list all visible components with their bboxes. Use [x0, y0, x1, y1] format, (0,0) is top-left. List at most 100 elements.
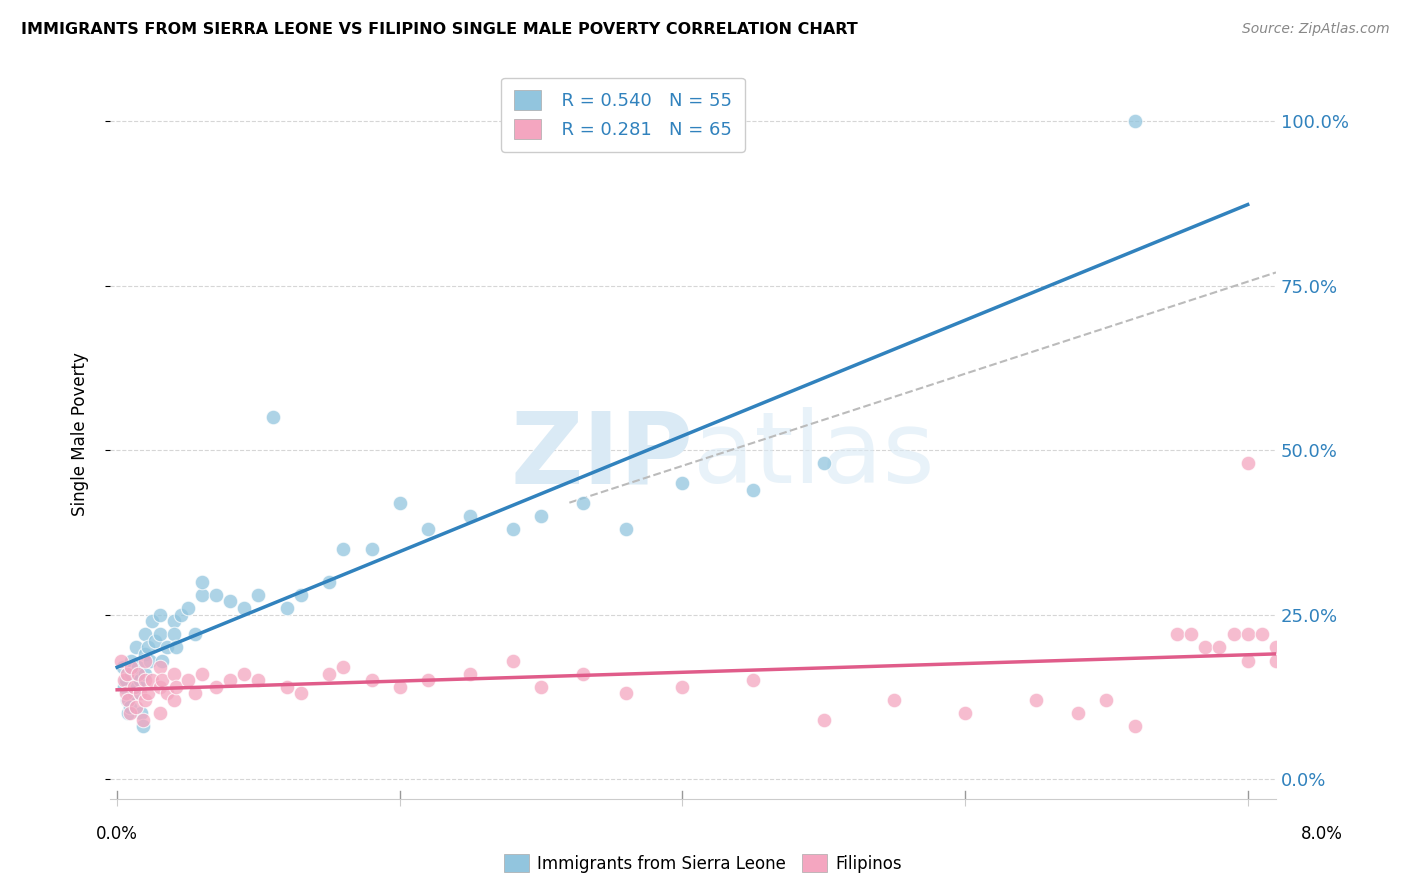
Point [124, 699, 146, 714]
Point [290, 686, 312, 700]
Point [111, 660, 134, 674]
Point [117, 706, 139, 721]
Point [120, 660, 142, 674]
Point [148, 706, 170, 721]
Point [138, 654, 160, 668]
Point [134, 647, 156, 661]
Text: IMMIGRANTS FROM SIERRA LEONE VS FILIPINO SINGLE MALE POVERTY CORRELATION CHART: IMMIGRANTS FROM SIERRA LEONE VS FILIPINO… [21, 22, 858, 37]
Point [318, 574, 340, 589]
Point [219, 673, 242, 688]
Point [388, 496, 411, 510]
Point [134, 693, 156, 707]
Point [1265, 654, 1288, 668]
Point [290, 588, 312, 602]
Point [572, 666, 595, 681]
Legend:   R = 0.540   N = 55,   R = 0.281   N = 65: R = 0.540 N = 55, R = 0.281 N = 65 [502, 78, 745, 152]
Point [141, 673, 163, 688]
Point [114, 686, 136, 700]
Point [128, 673, 150, 688]
Point [124, 640, 146, 655]
Point [1025, 693, 1047, 707]
Point [318, 666, 340, 681]
Point [1166, 627, 1188, 641]
Point [134, 627, 156, 641]
Point [1279, 673, 1302, 688]
Point [177, 601, 200, 615]
Point [813, 456, 835, 470]
Point [1095, 693, 1118, 707]
Point [1265, 640, 1288, 655]
Point [1067, 706, 1090, 721]
Point [136, 686, 159, 700]
Text: atlas: atlas [693, 407, 935, 504]
Point [247, 673, 270, 688]
Text: ZIP: ZIP [510, 407, 693, 504]
Point [148, 680, 170, 694]
Point [163, 614, 186, 628]
Point [388, 680, 411, 694]
Point [416, 673, 439, 688]
Point [332, 541, 354, 556]
Point [148, 607, 170, 622]
Text: Source: ZipAtlas.com: Source: ZipAtlas.com [1241, 22, 1389, 37]
Point [205, 680, 228, 694]
Point [155, 686, 177, 700]
Point [502, 654, 524, 668]
Point [1236, 456, 1258, 470]
Point [614, 522, 637, 536]
Point [112, 680, 135, 694]
Y-axis label: Single Male Poverty: Single Male Poverty [72, 351, 89, 516]
Point [115, 693, 138, 707]
Point [671, 680, 693, 694]
Point [191, 574, 214, 589]
Point [134, 654, 156, 668]
Point [148, 660, 170, 674]
Point [460, 508, 482, 523]
Point [166, 680, 188, 694]
Point [127, 660, 149, 674]
Point [205, 588, 228, 602]
Point [115, 666, 138, 681]
Point [131, 719, 153, 733]
Text: 8.0%: 8.0% [1301, 825, 1343, 843]
Point [128, 686, 150, 700]
Point [118, 706, 141, 721]
Point [360, 541, 382, 556]
Point [112, 673, 135, 688]
Point [150, 673, 173, 688]
Point [1123, 114, 1146, 128]
Point [184, 686, 207, 700]
Point [150, 654, 173, 668]
Point [572, 496, 595, 510]
Point [148, 627, 170, 641]
Point [1236, 627, 1258, 641]
Point [742, 483, 765, 497]
Point [122, 686, 145, 700]
Point [332, 660, 354, 674]
Point [671, 475, 693, 490]
Point [614, 686, 637, 700]
Point [134, 673, 156, 688]
Point [143, 633, 166, 648]
Point [134, 666, 156, 681]
Point [117, 693, 139, 707]
Point [141, 614, 163, 628]
Point [129, 706, 152, 721]
Point [1236, 654, 1258, 668]
Point [1222, 627, 1244, 641]
Point [219, 594, 242, 608]
Point [166, 640, 188, 655]
Point [131, 713, 153, 727]
Point [233, 601, 256, 615]
Point [191, 588, 214, 602]
Point [742, 673, 765, 688]
Point [1180, 627, 1202, 641]
Point [360, 673, 382, 688]
Point [163, 627, 186, 641]
Point [163, 693, 186, 707]
Point [114, 673, 136, 688]
Text: 0.0%: 0.0% [96, 825, 138, 843]
Point [120, 666, 142, 681]
Point [184, 627, 207, 641]
Point [813, 713, 835, 727]
